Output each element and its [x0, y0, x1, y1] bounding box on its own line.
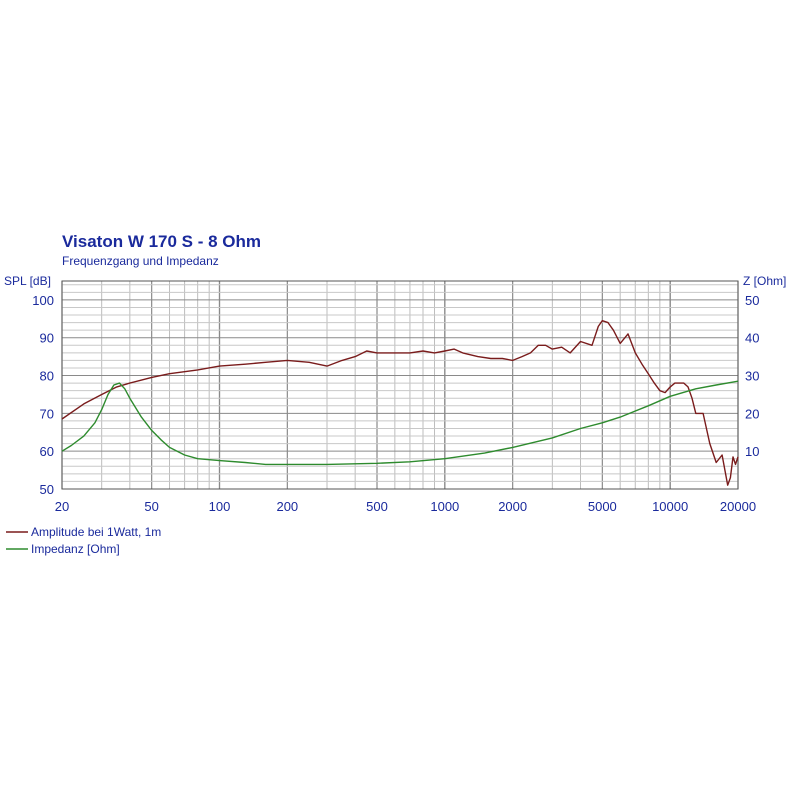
- x-tick-label: 100: [209, 499, 231, 514]
- legend-label: Amplitude bei 1Watt, 1m: [31, 525, 161, 539]
- amplitude-series-line: [61, 320, 739, 486]
- x-tick-label: 20: [55, 499, 69, 514]
- y-right-tick-label: 50: [745, 293, 759, 308]
- y-right-tick-label: 40: [745, 331, 759, 346]
- y-right-tick-label: 20: [745, 406, 759, 421]
- x-tick-label: 50: [144, 499, 158, 514]
- x-tick-label: 5000: [588, 499, 617, 514]
- chart-subtitle: Frequenzgang und Impedanz: [62, 254, 219, 268]
- legend-label: Impedanz [Ohm]: [31, 542, 120, 556]
- tick-labels: 20 50 100 200 500 1000 2000 5000 10000 2000050607…: [32, 293, 759, 514]
- y-left-tick-label: 60: [40, 444, 54, 459]
- chart-title: Visaton W 170 S - 8 Ohm: [62, 232, 261, 251]
- y-right-tick-label: 10: [745, 444, 759, 459]
- x-tick-label: 20000: [720, 499, 756, 514]
- x-tick-label: 500: [366, 499, 388, 514]
- right-axis-title: Z [Ohm]: [743, 274, 786, 288]
- impedance-series-line: [61, 380, 739, 466]
- y-left-tick-label: 80: [40, 369, 54, 384]
- x-tick-label: 200: [276, 499, 298, 514]
- grid: [61, 281, 739, 489]
- legend: Amplitude bei 1Watt, 1m Impedanz [Ohm]: [6, 525, 161, 556]
- left-axis-title: SPL [dB]: [4, 274, 51, 288]
- series-lines: [61, 320, 739, 486]
- y-right-tick-label: 30: [745, 369, 759, 384]
- y-left-tick-label: 100: [32, 293, 54, 308]
- x-tick-label: 1000: [430, 499, 459, 514]
- y-left-tick-label: 70: [40, 406, 54, 421]
- y-left-tick-label: 90: [40, 331, 54, 346]
- x-tick-label: 2000: [498, 499, 527, 514]
- y-left-tick-label: 50: [40, 482, 54, 497]
- plot-frame: [61, 280, 739, 490]
- x-tick-label: 10000: [652, 499, 688, 514]
